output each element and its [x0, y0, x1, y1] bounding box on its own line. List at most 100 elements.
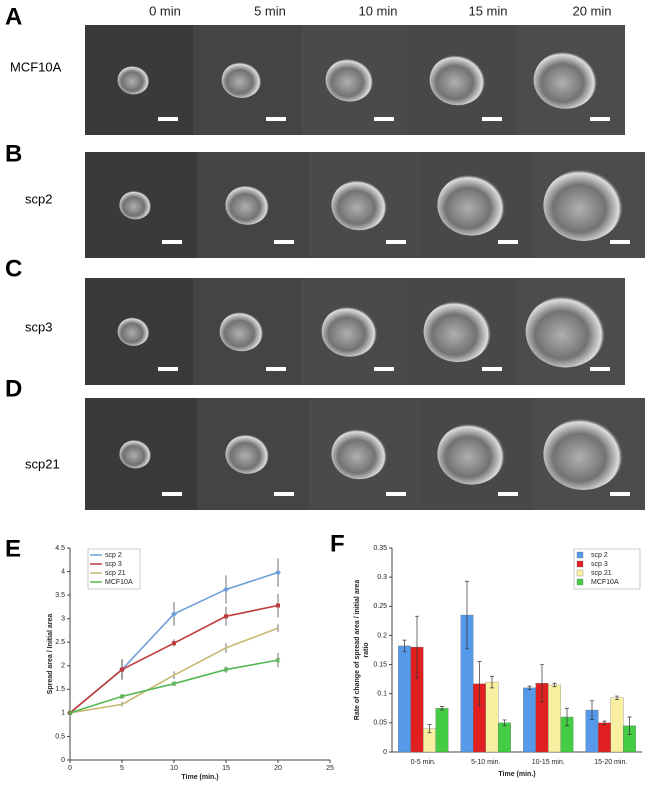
legend-swatch	[576, 569, 584, 577]
error-bar	[627, 716, 632, 735]
marker	[276, 603, 280, 608]
bar	[498, 722, 511, 753]
error-bar	[540, 664, 544, 703]
y-tick-label: 0.35	[373, 545, 387, 552]
y-tick-label: 4.5	[55, 545, 65, 552]
y-tick-label: 0.25	[373, 603, 387, 610]
panel-label: B	[5, 140, 22, 167]
y-axis-title: ratio	[363, 642, 370, 657]
row-name: scp3	[25, 319, 52, 334]
legend-swatch	[576, 578, 584, 586]
marker	[224, 614, 228, 619]
cell	[429, 54, 486, 106]
scale-bar	[374, 367, 394, 371]
cell	[543, 418, 624, 490]
cell	[117, 65, 150, 95]
cell	[525, 295, 606, 368]
x-tick-label: 15-20 min.	[594, 759, 627, 766]
y-tick-label: 0	[61, 757, 65, 764]
legend-label: scp 3	[591, 561, 608, 568]
scale-bar	[158, 367, 178, 371]
bar	[485, 681, 499, 753]
x-tick-label: 5	[120, 765, 124, 772]
bar	[523, 687, 536, 753]
y-tick-label: 2	[61, 663, 65, 670]
error-bar	[565, 707, 569, 727]
error-bar	[402, 639, 407, 653]
x-axis-title: Time (min.)	[498, 771, 535, 778]
bar	[610, 697, 624, 753]
error-bar	[490, 675, 494, 689]
marker	[223, 667, 229, 672]
panel-label: C	[5, 255, 22, 282]
x-axis-title: Time (min.)	[181, 774, 218, 781]
legend-swatch	[576, 560, 584, 568]
y-axis-title: Rate of change of spread area / initial …	[354, 580, 361, 721]
cell	[533, 51, 598, 109]
cell	[117, 317, 150, 346]
scale-bar	[274, 240, 294, 244]
cell	[221, 62, 262, 98]
x-tick-label: 20	[274, 765, 282, 772]
error-bar	[590, 700, 594, 720]
bar	[598, 722, 611, 753]
legend-swatch	[576, 551, 584, 559]
cell	[543, 169, 624, 241]
panel-label: A	[5, 3, 22, 30]
cell	[219, 311, 264, 352]
y-tick-label: 1.5	[55, 686, 65, 693]
y-axis-title: Spread area / Initial area	[47, 614, 54, 695]
error-bar	[602, 720, 607, 725]
marker	[120, 667, 124, 672]
y-tick-label: 0.15	[373, 661, 387, 668]
scale-bar	[266, 367, 286, 371]
bar	[548, 684, 561, 753]
y-tick-label: 0.5	[55, 733, 65, 740]
marker	[171, 681, 177, 687]
scale-bar	[590, 117, 610, 121]
cell	[321, 306, 378, 357]
error-bar	[502, 719, 507, 727]
x-tick-label: 25	[326, 765, 334, 772]
marker	[171, 610, 177, 617]
marker	[119, 694, 125, 699]
legend-box	[573, 548, 641, 590]
error-bar	[440, 706, 444, 711]
y-tick-label: 2.5	[55, 639, 65, 646]
x-tick-label: 5-10 min.	[471, 759, 500, 766]
row-name: scp21	[25, 456, 60, 471]
y-tick-label: 0.2	[377, 632, 387, 639]
scale-bar	[274, 492, 294, 496]
legend-label: scp 2	[591, 552, 608, 559]
y-tick-label: 0.3	[377, 574, 387, 581]
cell	[331, 179, 388, 231]
scale-bar	[482, 117, 502, 121]
time-label: 10 min	[358, 3, 397, 18]
bar	[435, 708, 449, 753]
error-bar	[527, 685, 532, 690]
panel-label: D	[5, 375, 22, 402]
row-name: scp2	[25, 191, 52, 206]
bar	[398, 645, 411, 753]
legend-label: scp 2	[105, 552, 122, 559]
error-bar	[415, 615, 419, 679]
legend-label: scp 21	[591, 570, 612, 577]
time-label: 0 min	[149, 3, 181, 18]
y-tick-label: 4	[61, 568, 65, 575]
cell	[325, 58, 374, 102]
cell	[331, 428, 388, 480]
time-label: 15 min	[468, 3, 507, 18]
y-tick-label: 1	[61, 710, 65, 717]
scale-bar	[162, 240, 182, 244]
scale-bar	[590, 367, 610, 371]
error-bar	[552, 682, 557, 688]
panel-label: E	[5, 535, 21, 562]
y-tick-label: 0.1	[377, 691, 387, 698]
cell	[225, 434, 270, 474]
cell	[423, 300, 492, 363]
marker	[275, 569, 281, 576]
y-tick-label: 0.05	[373, 720, 387, 727]
marker	[172, 641, 176, 646]
legend-label: scp 3	[105, 561, 122, 568]
legend-label: MCF10A	[591, 579, 619, 586]
